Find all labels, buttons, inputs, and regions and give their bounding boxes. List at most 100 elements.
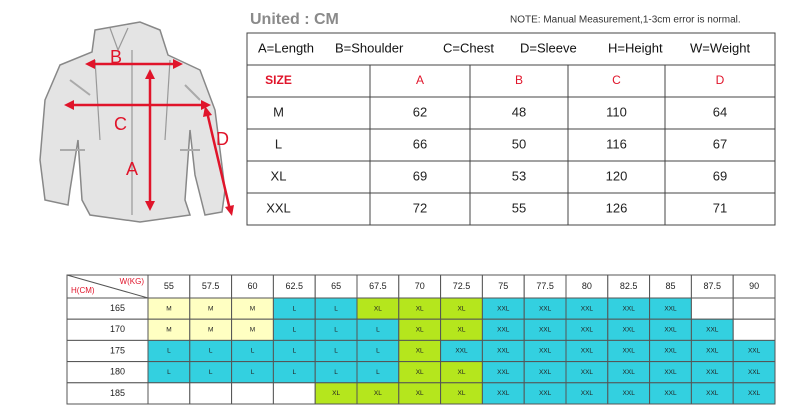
size-value: XL [458,369,466,376]
weight-value: 60 [247,281,257,291]
size-value: XL [458,327,466,334]
size-cell [231,382,274,405]
height-value: 180 [110,367,125,377]
size-value: XXL [497,390,510,397]
height-cell [66,361,149,384]
height-cell [66,339,149,363]
size-name: XL [271,168,287,183]
size-value: L [209,369,213,376]
weight-value: 67.5 [369,281,387,291]
measurement: 64 [713,104,727,119]
weight-value: 65 [331,281,341,291]
size-value: L [334,348,338,355]
jacket-label: D [216,129,229,149]
measurement: 66 [413,136,427,151]
legend-item: D=Sleeve [520,40,577,55]
size-value: L [292,369,296,376]
size-name: XXL [266,200,291,215]
size-value: M [208,327,213,334]
size-value: XL [458,305,466,312]
size-value: XXL [497,305,510,312]
size-value: L [292,305,296,312]
column-header: D [716,73,725,87]
size-value: L [167,369,171,376]
size-value: XXL [539,305,552,312]
size-value: XXL [664,327,677,334]
measurement: 110 [606,104,627,119]
size-value: L [334,305,338,312]
fit-chart: W(KG) H(CM) 55 57.5 60 62.5 65 67.5 70 72.5 75 77.5… [66,274,776,405]
size-value: L [376,327,380,334]
height-value: 170 [110,324,125,334]
size-value: L [334,369,338,376]
legend-item: W=Weight [690,40,750,55]
size-cell [732,318,776,341]
size-value: XL [332,390,340,397]
size-value: XXL [706,390,719,397]
height-label: H(CM) [71,286,95,295]
size-value: L [292,327,296,334]
size-value: XL [374,390,382,397]
size-value: L [251,369,255,376]
size-value: XXL [664,305,677,312]
weight-value: 87.5 [704,281,722,291]
weight-value: 55 [164,281,174,291]
size-cell [732,297,776,320]
column-header: C [612,73,621,87]
size-value: L [376,348,380,355]
weight-value: 70 [415,281,425,291]
size-value: M [250,305,255,312]
measurement: 62 [413,104,427,119]
measurement: 48 [512,104,526,119]
corner-diagonal [66,274,149,299]
measurement: 69 [713,168,727,183]
measurement: 72 [413,200,427,215]
measurement: 67 [713,136,727,151]
size-value: L [167,348,171,355]
size-value: L [334,327,338,334]
size-value: XXL [581,305,594,312]
jacket-label: A [126,159,138,179]
size-value: XXL [497,327,510,334]
legend-item: A=Length [258,40,314,55]
size-cell [690,297,734,320]
height-value: 165 [110,303,125,313]
size-name: L [275,136,282,151]
weight-value: 57.5 [202,281,220,291]
size-value: XXL [748,369,761,376]
size-value: XXL [623,348,636,355]
height-value: 175 [110,345,125,355]
weight-label: W(KG) [120,277,145,286]
size-value: M [208,305,213,312]
size-value: L [376,369,380,376]
column-header: B [515,73,523,87]
size-value: XL [416,327,424,334]
size-value: XXL [455,348,468,355]
size-value: M [166,327,171,334]
measurement: 69 [413,168,427,183]
size-value: XXL [623,390,636,397]
jacket-label: B [110,47,122,67]
weight-value: 75 [498,281,508,291]
measurement: 71 [713,200,727,215]
size-value: XXL [539,348,552,355]
size-value: XXL [581,369,594,376]
height-cell [66,297,149,320]
size-table: A=Length B=Shoulder C=Chest D=Sleeve H=Heigh… [246,32,776,226]
size-value: XXL [623,369,636,376]
height-cell [66,382,149,405]
note: NOTE: Manual Measurement,1-3cm error is … [510,15,741,26]
height-value: 185 [110,388,125,398]
size-name: M [273,104,284,119]
size-value: XL [416,369,424,376]
size-value: XXL [539,369,552,376]
size-value: XL [458,390,466,397]
size-value: M [250,327,255,334]
size-value: XL [416,348,424,355]
size-cell [147,382,191,405]
size-value: XXL [664,390,677,397]
jacket-label: C [114,114,127,134]
size-cell [272,382,316,405]
weight-value: 82.5 [620,281,638,291]
